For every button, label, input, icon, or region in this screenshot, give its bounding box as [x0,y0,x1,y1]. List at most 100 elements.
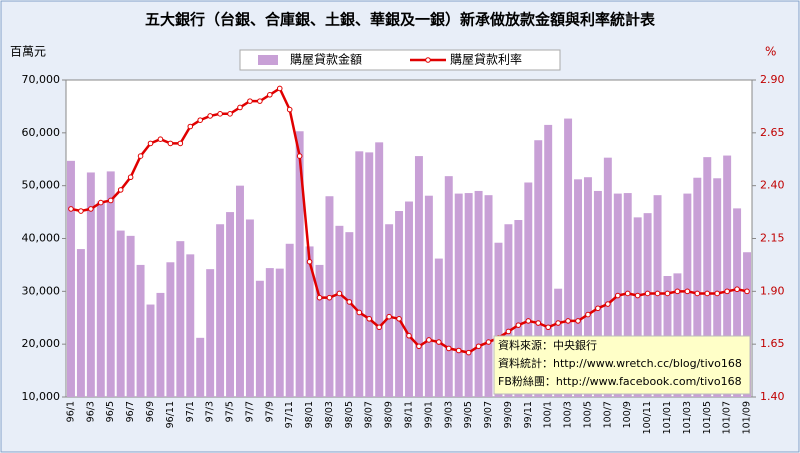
line-marker [465,349,472,356]
line-marker [366,316,373,322]
bar [743,252,752,397]
line-marker [505,328,512,335]
line-marker [117,187,124,193]
line-marker [187,123,194,130]
line-marker [694,290,701,297]
legend-swatch [258,55,278,65]
line-marker [167,140,174,147]
bar [464,193,473,397]
line-marker [247,98,253,104]
bar [156,292,165,397]
line-marker [336,290,343,297]
bar [186,254,195,397]
bar [723,155,732,397]
bar [146,304,155,397]
line-marker [545,324,551,331]
line-marker [346,299,353,305]
line-marker [664,290,671,297]
line-marker [78,208,84,214]
chart-title: 五大銀行（台銀、合庫銀、土銀、華銀及一銀）新承做放款金額與利率統計表 [145,11,656,29]
bar [683,193,692,397]
line-marker [296,153,303,159]
y-tick-label: 40,000 [22,232,61,245]
bar [603,157,612,397]
bar [236,185,244,397]
line-marker [137,153,144,159]
x-tick-label: 99/09 [503,401,514,428]
y2-tick-label: 2.40 [760,179,785,192]
line-marker [724,288,730,295]
x-tick-label: 99/03 [443,401,454,428]
bar [305,246,314,397]
annotation: FB粉絲團：http://www.facebook.com/tivo168 [498,374,742,388]
bar [544,124,553,398]
legend-label: 購屋貸款金額 [290,52,362,67]
y2-tick-label: 2.65 [760,126,785,139]
legend-label: 購屋貸款利率 [450,52,522,67]
line-marker [654,290,661,297]
line-marker [734,286,740,293]
bar [275,268,284,397]
y-axis-label: 百萬元 [10,45,46,59]
bar [703,157,712,397]
bar [673,273,682,397]
bar [315,264,324,397]
x-tick-label: 100/9 [622,401,633,428]
x-tick-label: 101/05 [702,401,713,434]
x-tick-label: 98/09 [384,401,395,428]
y2-tick-label: 1.65 [760,337,785,350]
x-tick-label: 96/5 [105,401,116,422]
line-marker [127,174,134,181]
line-marker [147,140,154,147]
bar [126,235,135,397]
y2-axis-label: % [765,45,776,59]
bar [693,177,702,397]
bar [454,193,463,397]
line-marker [614,292,621,299]
x-tick-label: 101/03 [682,401,693,434]
bar [504,224,513,397]
x-tick-label: 100/7 [602,401,613,428]
bar [216,224,225,397]
line-marker [197,117,204,123]
line-marker [634,292,641,299]
bar [176,241,185,397]
line-marker [68,206,74,212]
bar [265,268,274,397]
line-marker [595,305,601,312]
x-tick-label: 100/3 [563,401,574,428]
bar [285,243,294,397]
annotation-box [493,335,751,395]
line-marker [644,290,651,297]
x-tick-label: 96/3 [85,401,96,422]
line-marker [386,313,392,320]
bar [355,151,364,397]
x-tick-label: 97/5 [225,401,236,422]
line-marker [326,294,333,301]
bar [494,242,503,397]
bar [395,211,404,397]
bar [206,269,215,397]
line-marker [455,347,462,354]
bar [226,212,235,397]
line-marker [436,339,442,345]
x-tick-label: 98/11 [404,401,415,428]
line-marker [426,337,432,343]
bar [86,172,95,397]
line-marker [624,290,631,297]
line-marker [306,258,313,265]
line-marker [674,288,681,295]
line-marker [575,318,581,324]
y-tick-label: 50,000 [22,179,61,192]
y-tick-label: 70,000 [22,73,61,86]
y-tick-label: 20,000 [22,337,61,350]
bar [524,182,533,397]
x-tick-label: 99/01 [423,401,434,428]
line-marker [406,332,412,339]
x-tick-label: 97/11 [284,401,295,428]
x-tick-label: 96/11 [165,401,176,428]
line-marker [565,318,571,324]
line-marker [475,343,482,350]
